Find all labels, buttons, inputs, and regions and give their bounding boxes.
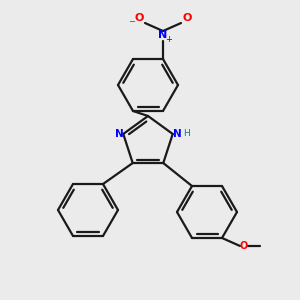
Text: H: H bbox=[183, 130, 190, 139]
Text: −: − bbox=[128, 17, 136, 26]
Text: N: N bbox=[158, 30, 168, 40]
Text: +: + bbox=[166, 34, 172, 43]
Text: O: O bbox=[240, 241, 248, 251]
Text: O: O bbox=[134, 13, 144, 23]
Text: O: O bbox=[182, 13, 192, 23]
Text: N: N bbox=[115, 129, 124, 139]
Text: N: N bbox=[173, 129, 182, 139]
